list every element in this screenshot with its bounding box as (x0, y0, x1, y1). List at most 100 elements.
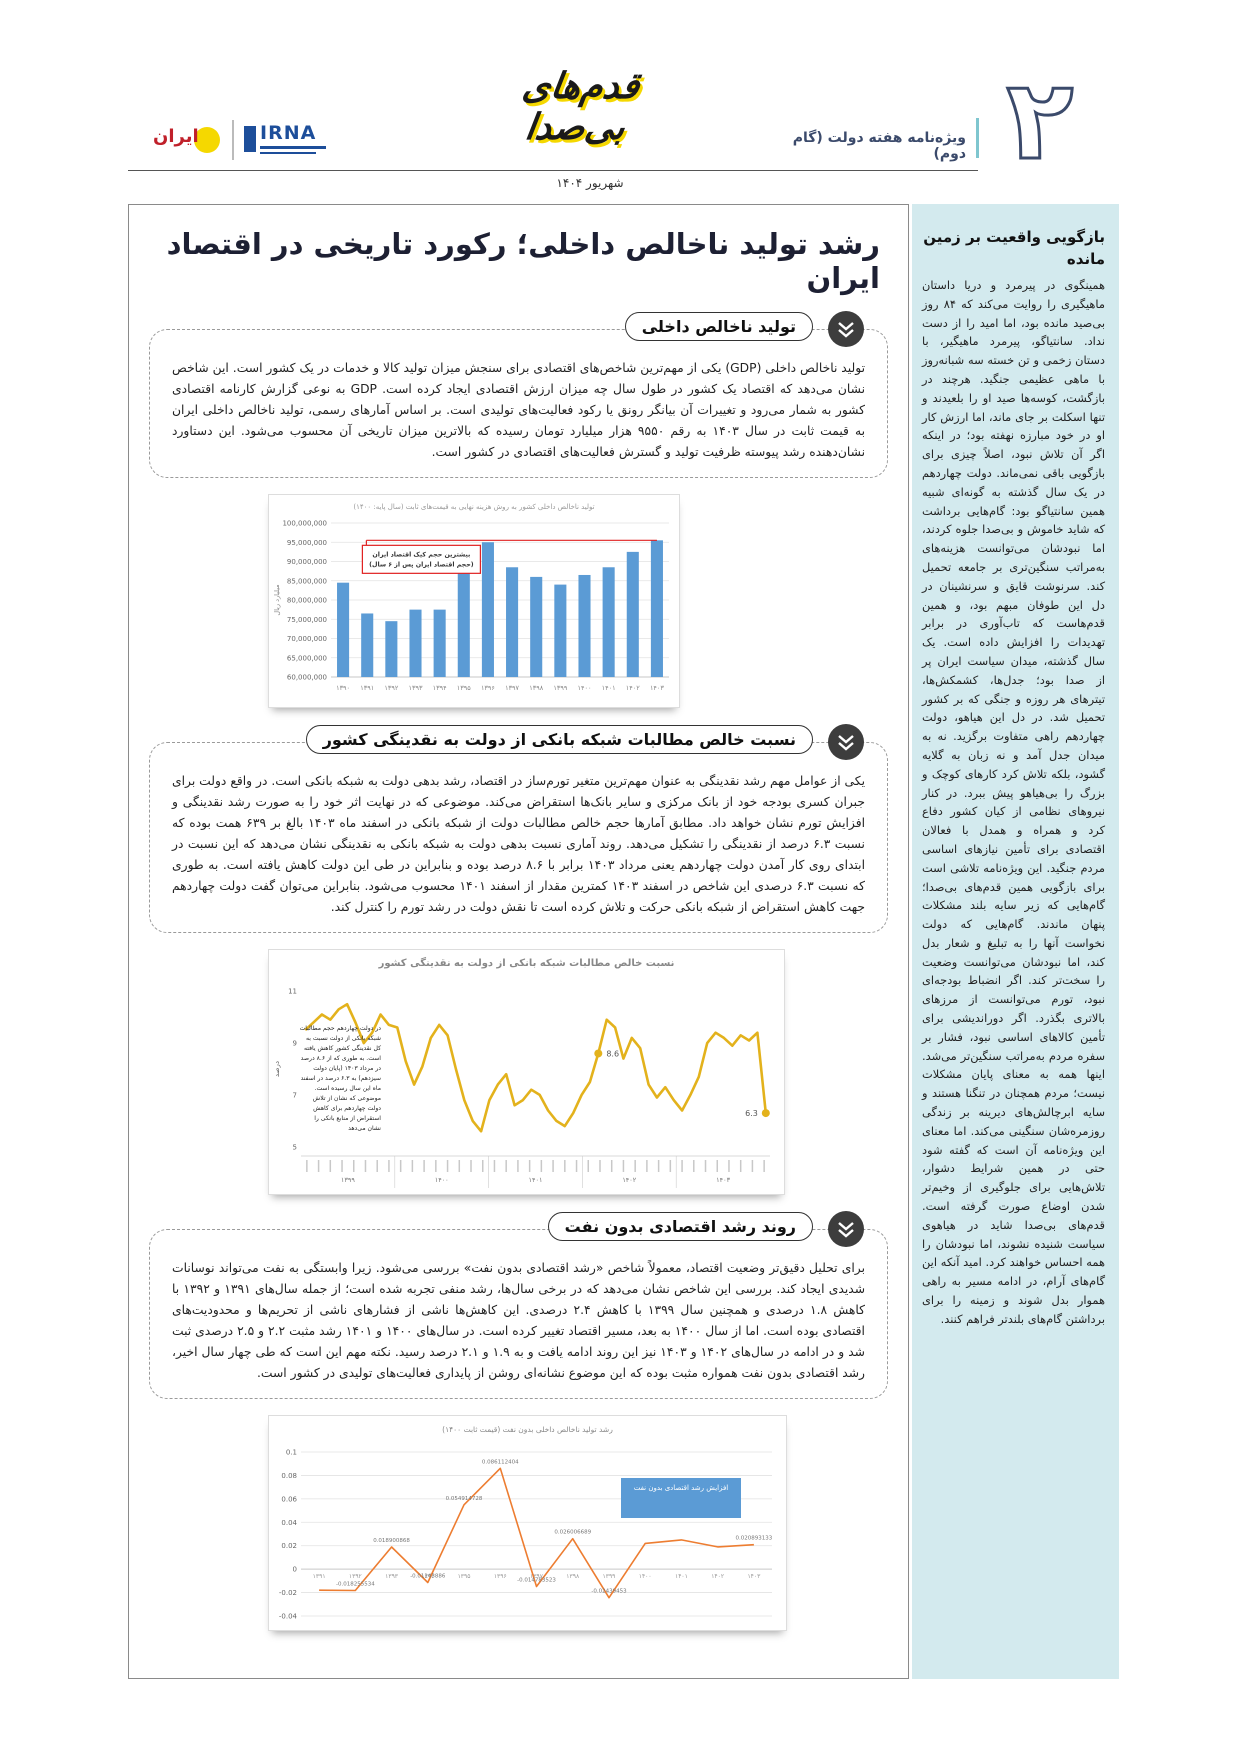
chart-title: نسبت خالص مطالبات شبکه بانکی از دولت به … (378, 956, 675, 969)
x-tick-label: ۱۳۹۲ (384, 684, 398, 692)
x-tick-label: ۱۳۹۶ (481, 684, 495, 692)
y-tick-label: 80,000,000 (287, 597, 327, 605)
x-group-label: ۱۴۰۳ (716, 1176, 730, 1184)
section-heading: روند رشد اقتصادی بدون نفت (547, 1212, 813, 1241)
bar (457, 569, 470, 677)
y-tick-label: 0.04 (281, 1519, 297, 1527)
irna-line (260, 146, 326, 149)
data-line (304, 1002, 768, 1133)
y-axis-label: درصد (273, 1061, 281, 1077)
y-tick-label: 60,000,000 (287, 674, 327, 682)
section: تولید ناخالص داخلی تولید ناخالص داخلی (G… (149, 311, 888, 478)
value-label: 6.3 (745, 1109, 758, 1118)
data-line (319, 1467, 754, 1599)
iran-logo-text: ایران (153, 126, 199, 147)
section-icon (828, 724, 864, 760)
bar (385, 621, 398, 677)
chart-title: رشد تولید ناخالص داخلی بدون نفت (قیمت ثا… (442, 1425, 613, 1434)
article-title: رشد تولید ناخالص داخلی؛ رکورد تاریخی در … (166, 227, 880, 295)
bar (409, 609, 422, 677)
x-tick-label: ۱۴۰۲ (626, 684, 640, 692)
y-tick-label: 0.1 (286, 1449, 297, 1457)
x-tick-label: ۱۳۹۵ (457, 684, 471, 692)
chart-frame: رشد تولید ناخالص داخلی بدون نفت (قیمت ثا… (268, 1415, 787, 1631)
y-tick-label: 85,000,000 (287, 577, 327, 585)
bar (337, 582, 350, 677)
x-tick-label: ۱۳۹۴ (421, 1573, 434, 1580)
section-body: برای تحلیل دقیق‌تر وضعیت اقتصاد، معمولاً… (172, 1261, 866, 1380)
supplement-title: ویژه‌نامه هفته دولت (گام دوم) (792, 130, 966, 162)
value-label: 0.054914728 (446, 1496, 483, 1502)
section-body: یکی از عوامل مهم رشد نقدینگی به عنوان مه… (172, 774, 865, 914)
chart-note: در دولت چهاردهم حجم مطالبات شبکه بانکی ا… (299, 1025, 381, 1132)
debt-ratio-chart: نسبت خالص مطالبات شبکه بانکی از دولت به … (273, 956, 770, 1188)
value-label: 0.020893133 (736, 1536, 773, 1542)
y-tick-label: 0 (293, 1566, 297, 1574)
sidebar-body: همینگوی در پیرمرد و دریا داستان ماهیگیری… (922, 278, 1106, 1326)
value-label: 0.018900868 (373, 1538, 410, 1544)
x-tick-label: ۱۴۰۲ (711, 1573, 724, 1580)
chart-note: افزایش رشد اقتصادی بدون نفت (621, 1478, 741, 1518)
value-label: 8.6 (606, 1049, 619, 1058)
y-tick-label: 11 (288, 988, 297, 996)
irna-line (260, 152, 316, 154)
bar (578, 574, 591, 677)
bar (481, 542, 494, 677)
x-tick-label: ۱۳۹۲ (349, 1573, 362, 1580)
bar (626, 551, 639, 677)
bar (530, 576, 543, 677)
y-axis-label: میلیارد ریال (273, 584, 281, 615)
x-tick-label: ۱۳۹۷ (505, 684, 519, 692)
value-label: 0.086112404 (482, 1459, 519, 1465)
y-tick-label: 90,000,000 (287, 558, 327, 566)
value-label: -0.014783523 (517, 1577, 556, 1583)
x-tick-label: ۱۳۹۷ (530, 1573, 544, 1580)
value-label: -0.02439453 (591, 1589, 627, 1595)
x-tick-label: ۱۳۹۳ (409, 684, 423, 692)
divider (232, 120, 234, 160)
annotation-box (361, 544, 481, 574)
bar (650, 540, 663, 677)
chart-frame: نسبت خالص مطالبات شبکه بانکی از دولت به … (268, 949, 785, 1195)
sidebar-title: بازگویی واقعیت بر زمین مانده (923, 228, 1105, 268)
x-tick-label: ۱۳۹۰ (336, 684, 350, 692)
issue-date: شهریور ۱۴۰۴ (556, 176, 624, 190)
header: ایران IRNA قدم‌های بی‌صدا شهریور ۱۴۰۴ وی… (0, 0, 1250, 200)
chart-title: تولید ناخالص داخلی کشور به روش هزینه نها… (353, 503, 594, 511)
x-tick-label: ۱۳۹۳ (385, 1573, 399, 1580)
x-tick-label: ۱۴۰۳ (747, 1573, 761, 1580)
section: نسبت خالص مطالبات شبکه بانکی از دولت به … (149, 724, 888, 933)
y-tick-label: 7 (293, 1091, 297, 1099)
point-marker (761, 1109, 770, 1118)
irna-logo: IRNA (244, 118, 330, 162)
y-tick-label: 95,000,000 (287, 539, 327, 547)
x-group-label: ۱۳۹۹ (341, 1176, 355, 1184)
y-tick-label: 0.02 (281, 1542, 297, 1550)
x-group-label: ۱۴۰۱ (529, 1176, 543, 1184)
iran-logo-mark (194, 127, 220, 153)
y-tick-label: 75,000,000 (287, 616, 327, 624)
value-label: 0.026006689 (554, 1530, 591, 1536)
x-tick-label: ۱۴۰۱ (675, 1573, 688, 1580)
x-tick-label: ۱۳۹۹ (603, 1573, 616, 1580)
bar (433, 609, 446, 677)
section-heading: تولید ناخالص داخلی (624, 312, 813, 341)
section: روند رشد اقتصادی بدون نفت برای تحلیل دقی… (149, 1211, 888, 1399)
y-tick-label: 70,000,000 (287, 635, 327, 643)
irna-text: IRNA (260, 122, 317, 144)
bar (506, 567, 519, 677)
y-tick-label: -0.02 (279, 1589, 297, 1597)
chart-frame: تولید ناخالص داخلی کشور به روش هزینه نها… (268, 494, 680, 708)
x-group-label: ۱۴۰۲ (622, 1176, 636, 1184)
y-tick-label: 0.08 (281, 1472, 297, 1480)
x-tick-label: ۱۳۹۸ (566, 1573, 580, 1580)
bar (361, 613, 374, 677)
x-tick-label: ۱۳۹۱ (360, 684, 374, 692)
value-label: -0.018255534 (336, 1582, 375, 1588)
y-tick-label: 100,000,000 (282, 520, 327, 528)
gdp-chart: تولید ناخالص داخلی کشور به روش هزینه نها… (273, 503, 669, 692)
y-tick-label: 0.06 (281, 1495, 297, 1503)
section-heading: نسبت خالص مطالبات شبکه بانکی از دولت به … (305, 725, 813, 754)
